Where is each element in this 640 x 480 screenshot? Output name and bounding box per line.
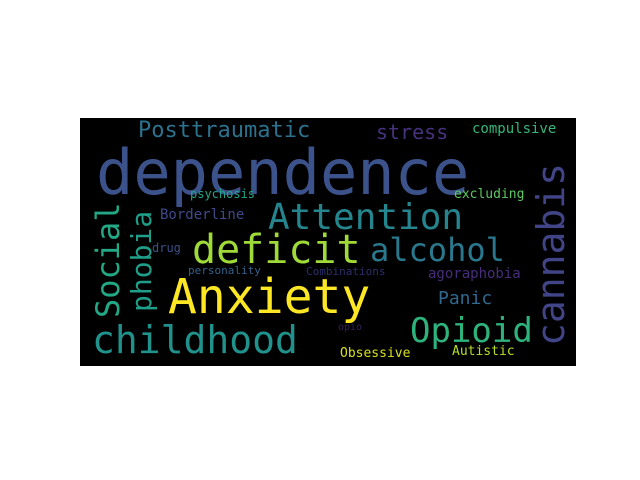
- word-autistic: Autistic: [452, 344, 515, 359]
- word-borderline: Borderline: [160, 207, 245, 223]
- word-anxiety: Anxiety: [168, 269, 371, 325]
- word-compulsive: compulsive: [472, 121, 557, 137]
- word-alcohol: alcohol: [370, 231, 505, 269]
- word-personality: personality: [188, 264, 261, 277]
- word-obsessive: Obsessive: [340, 346, 411, 361]
- word-childhood: childhood: [92, 318, 298, 362]
- word-agoraphobia: agoraphobia: [428, 266, 521, 282]
- word-combinations: Combinations: [306, 265, 386, 278]
- word-phobia: phobia: [125, 210, 158, 312]
- word-cannabis: cannabis: [529, 162, 573, 346]
- word-drug: drug: [152, 241, 181, 255]
- word-opio: opio: [338, 322, 363, 333]
- word-stress: stress: [376, 120, 449, 144]
- word-excluding: excluding: [454, 187, 525, 202]
- word-dependence: dependence: [96, 136, 470, 209]
- word-attention: Attention: [268, 197, 464, 238]
- word-social: Social: [89, 202, 127, 318]
- word-opioid: Opioid: [410, 311, 533, 351]
- word-psychosis: psychosis: [190, 187, 256, 201]
- word-cloud: dependence Anxiety childhood Attention d…: [80, 118, 576, 366]
- word-panic: Panic: [438, 288, 493, 309]
- word-deficit: deficit: [192, 227, 361, 273]
- word-posttraumatic: Posttraumatic: [138, 118, 311, 143]
